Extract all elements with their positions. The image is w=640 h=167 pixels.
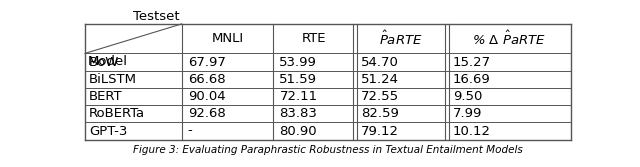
Text: BoW: BoW: [89, 56, 119, 68]
Text: RTE: RTE: [302, 32, 326, 45]
Text: 10.12: 10.12: [453, 125, 491, 137]
Text: 92.68: 92.68: [188, 107, 225, 120]
Text: 80.90: 80.90: [280, 125, 317, 137]
Text: 66.68: 66.68: [188, 73, 225, 86]
Text: 72.11: 72.11: [280, 90, 317, 103]
Text: 51.59: 51.59: [280, 73, 317, 86]
Text: BiLSTM: BiLSTM: [89, 73, 137, 86]
Text: 67.97: 67.97: [188, 56, 225, 68]
Text: 54.70: 54.70: [361, 56, 399, 68]
Text: 7.99: 7.99: [453, 107, 483, 120]
Text: 15.27: 15.27: [453, 56, 491, 68]
Text: BERT: BERT: [89, 90, 122, 103]
Text: 51.24: 51.24: [361, 73, 399, 86]
Text: GPT-3: GPT-3: [89, 125, 127, 137]
Text: Figure 3: Evaluating Paraphrastic Robustness in Textual Entailment Models: Figure 3: Evaluating Paraphrastic Robust…: [133, 145, 523, 155]
Text: Testset: Testset: [132, 10, 179, 23]
Text: -: -: [188, 125, 193, 137]
Text: MNLI: MNLI: [211, 32, 244, 45]
Text: 9.50: 9.50: [453, 90, 483, 103]
Text: 90.04: 90.04: [188, 90, 225, 103]
Text: Model: Model: [88, 55, 127, 68]
Text: 72.55: 72.55: [361, 90, 399, 103]
Text: $\hat{P}aRTE$: $\hat{P}aRTE$: [380, 30, 423, 48]
Text: % $\Delta$ $\hat{P}aRTE$: % $\Delta$ $\hat{P}aRTE$: [472, 30, 546, 48]
Text: 82.59: 82.59: [361, 107, 399, 120]
Text: RoBERTa: RoBERTa: [89, 107, 145, 120]
Text: 83.83: 83.83: [280, 107, 317, 120]
Text: 53.99: 53.99: [280, 56, 317, 68]
Text: 79.12: 79.12: [361, 125, 399, 137]
Text: 16.69: 16.69: [453, 73, 491, 86]
